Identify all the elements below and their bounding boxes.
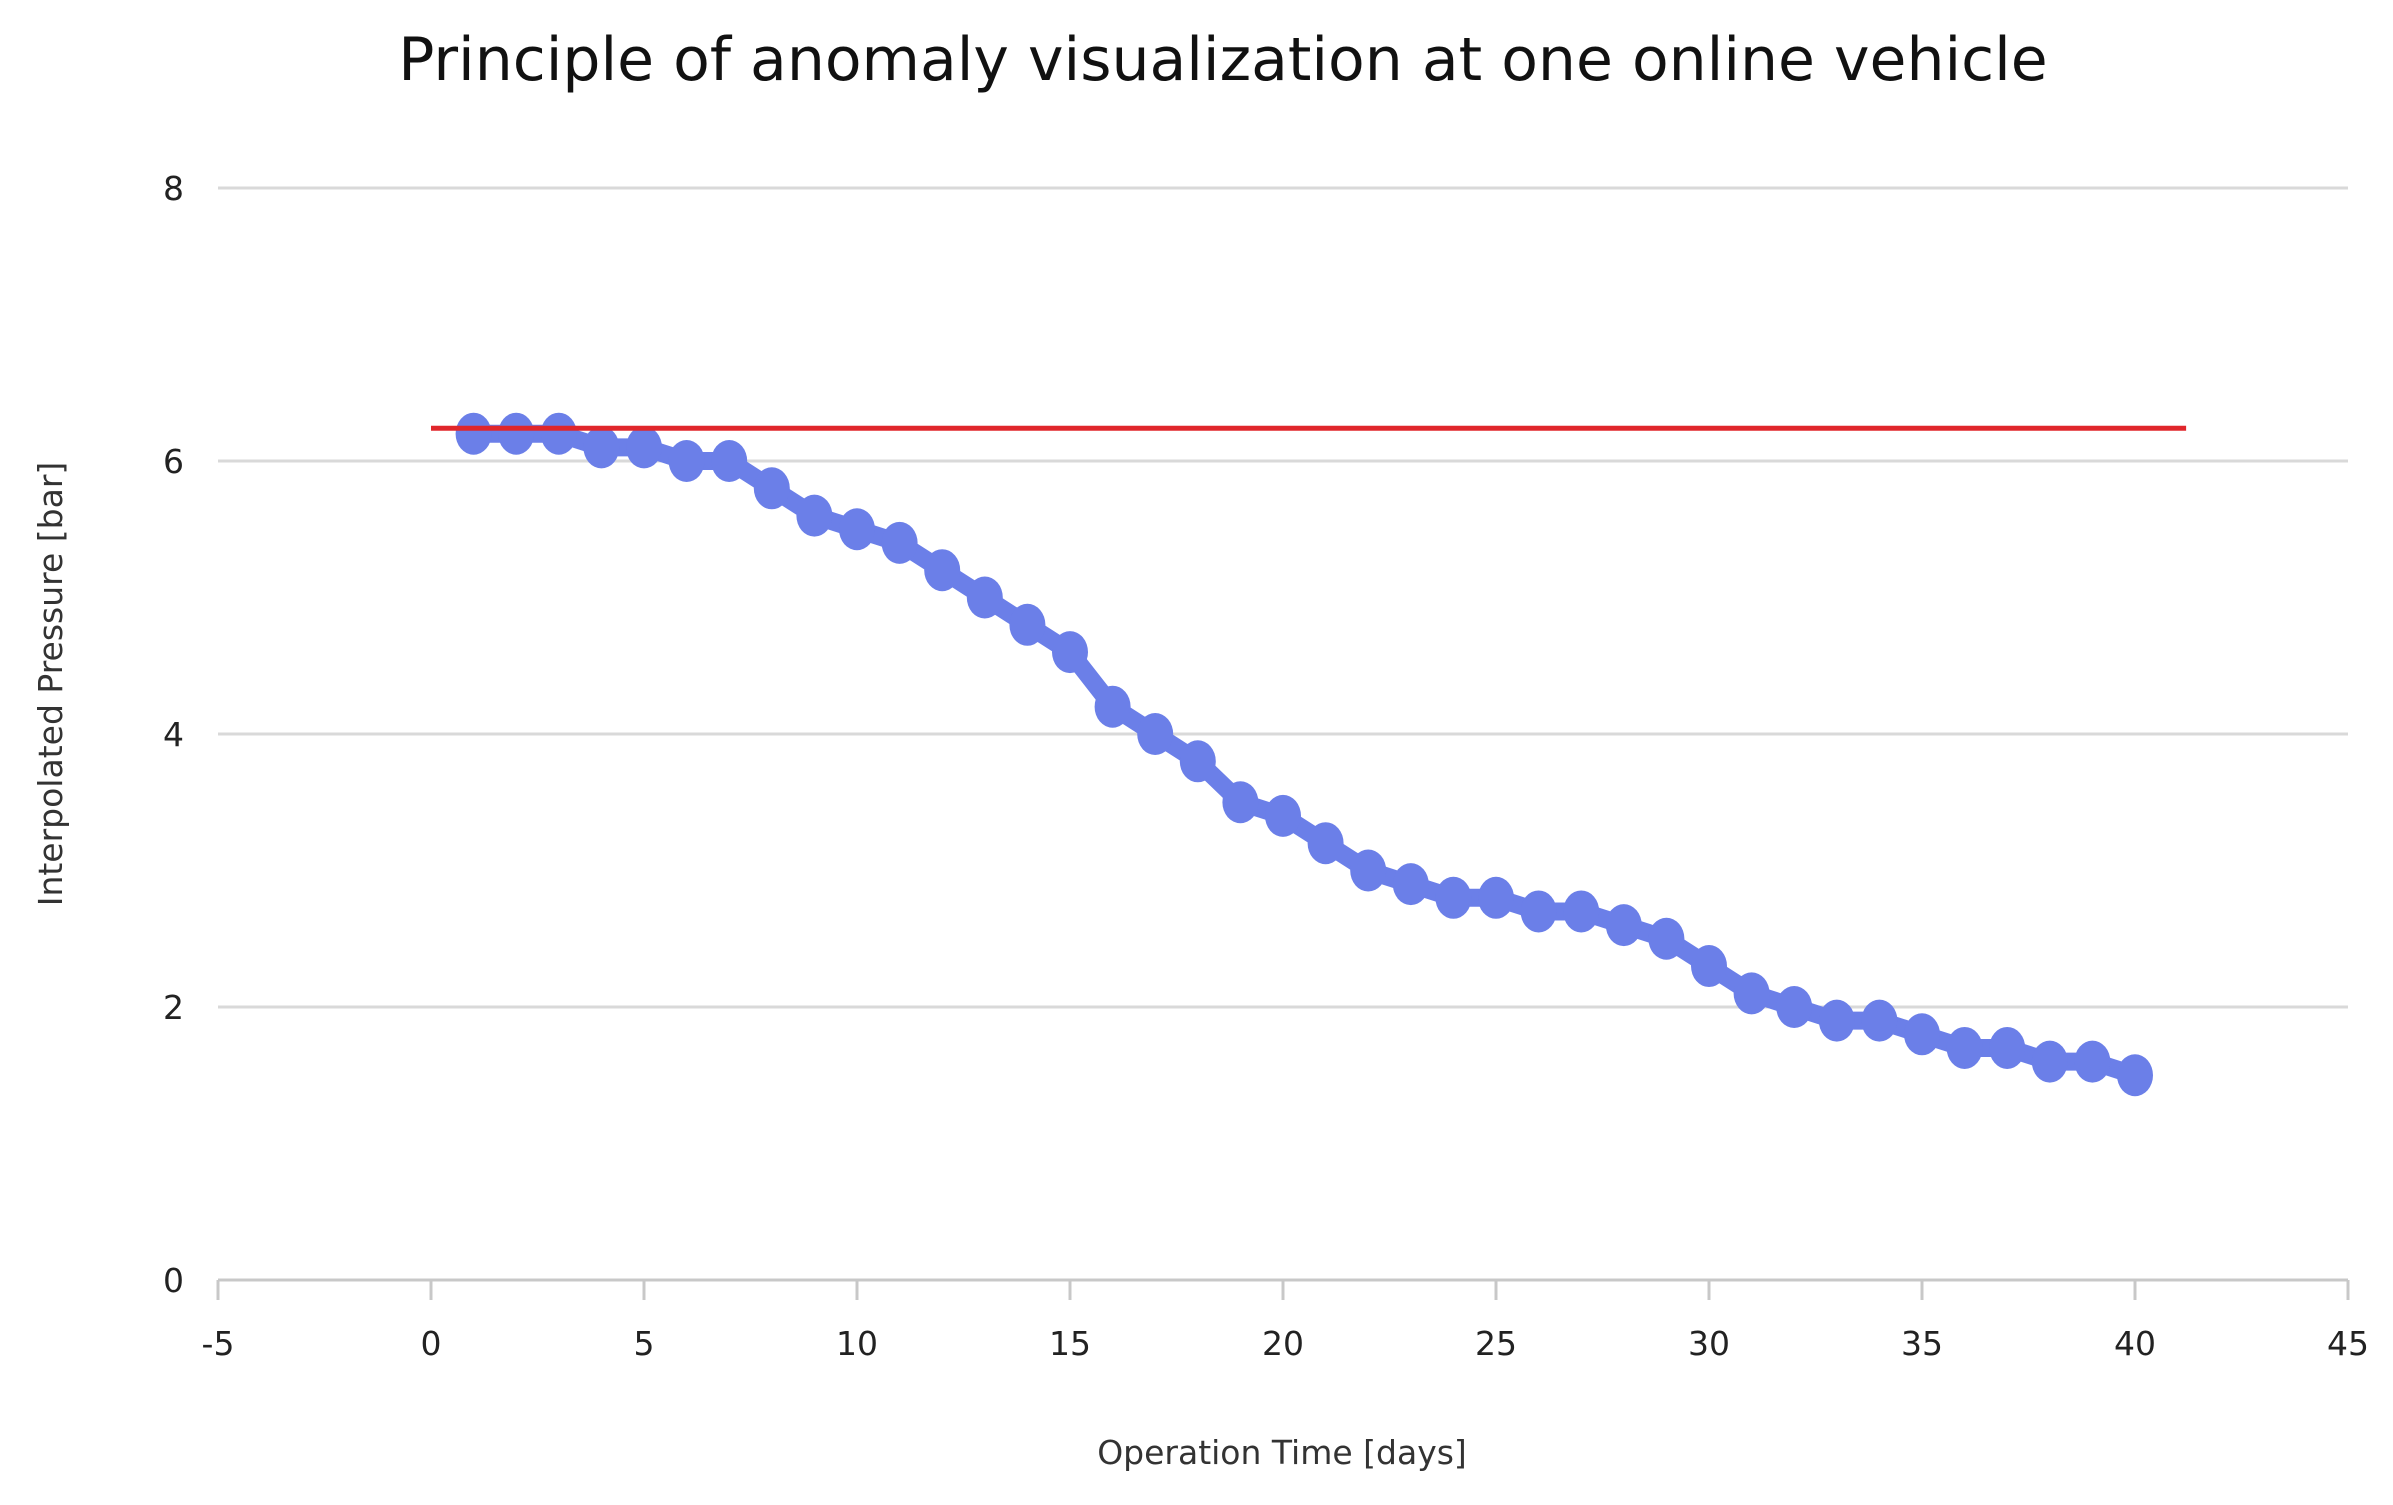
- y-axis-label: Interpolated Pressure [bar]: [31, 462, 70, 907]
- data-point: [1605, 904, 1642, 947]
- y-tick-label: 0: [163, 1261, 184, 1300]
- data-point: [1222, 781, 1259, 824]
- x-tick-label: -5: [202, 1324, 235, 1363]
- data-point: [1818, 999, 1855, 1042]
- x-tick-label: 25: [1475, 1324, 1517, 1363]
- data-point: [711, 440, 748, 482]
- data-point: [626, 426, 662, 469]
- x-tick-label: 5: [634, 1324, 655, 1363]
- data-point: [1904, 1013, 1940, 1056]
- x-tick-label: 40: [2114, 1324, 2156, 1363]
- y-tick-label: 8: [163, 169, 184, 208]
- data-point: [796, 494, 833, 537]
- chart-title: Principle of anomaly visualization at on…: [398, 25, 2047, 95]
- data-point: [1179, 740, 1216, 783]
- data-point: [839, 508, 875, 551]
- x-axis: -5 0 5 10 15 20 25 30 35 40 45: [202, 1278, 2369, 1363]
- data-point: [753, 467, 790, 510]
- y-tick-label: 2: [163, 988, 184, 1027]
- data-point: [1307, 822, 1344, 865]
- data-point: [1265, 794, 1301, 837]
- data-point: [1691, 945, 1727, 988]
- y-tick-label: 6: [163, 442, 184, 481]
- x-axis-label: Operation Time [days]: [1097, 1433, 1467, 1472]
- x-tick-label: 35: [1901, 1324, 1943, 1363]
- data-point: [1435, 876, 1472, 919]
- data-point: [1563, 890, 1600, 933]
- data-point: [1776, 986, 1813, 1028]
- data-point: [1861, 999, 1898, 1042]
- y-tick-label: 4: [163, 715, 184, 754]
- data-point: [1392, 863, 1429, 906]
- data-point: [540, 412, 577, 455]
- data-point: [966, 576, 1003, 619]
- data-point: [1009, 603, 1046, 646]
- data-point: [1052, 631, 1088, 674]
- data-point: [1478, 876, 1514, 919]
- data-point: [1648, 917, 1685, 960]
- x-tick-label: 10: [836, 1324, 878, 1363]
- x-tick-label: 0: [421, 1324, 442, 1363]
- data-point: [2074, 1040, 2111, 1083]
- series-line: [473, 424, 2138, 1084]
- data-point: [1946, 1026, 1983, 1069]
- gridlines: [218, 186, 2348, 1009]
- data-point: [498, 412, 535, 455]
- data-point: [1733, 972, 1770, 1015]
- x-tick-label: 45: [2327, 1324, 2369, 1363]
- data-point: [1520, 890, 1557, 933]
- y-axis: 0 2 4 6 8: [163, 169, 184, 1300]
- data-point: [455, 412, 492, 455]
- plot-area: [455, 412, 2153, 1097]
- x-tick-label: 30: [1688, 1324, 1730, 1363]
- data-point: [924, 549, 961, 592]
- data-point: [1094, 685, 1131, 728]
- data-point: [668, 440, 705, 482]
- x-tick-label: 20: [1262, 1324, 1304, 1363]
- data-point: [1137, 713, 1174, 755]
- x-tick-label: 15: [1049, 1324, 1091, 1363]
- data-point: [1350, 849, 1387, 892]
- data-point: [583, 426, 620, 469]
- data-point: [881, 521, 918, 564]
- data-point: [2031, 1040, 2068, 1083]
- data-point: [2117, 1054, 2153, 1097]
- data-point: [1989, 1026, 2026, 1069]
